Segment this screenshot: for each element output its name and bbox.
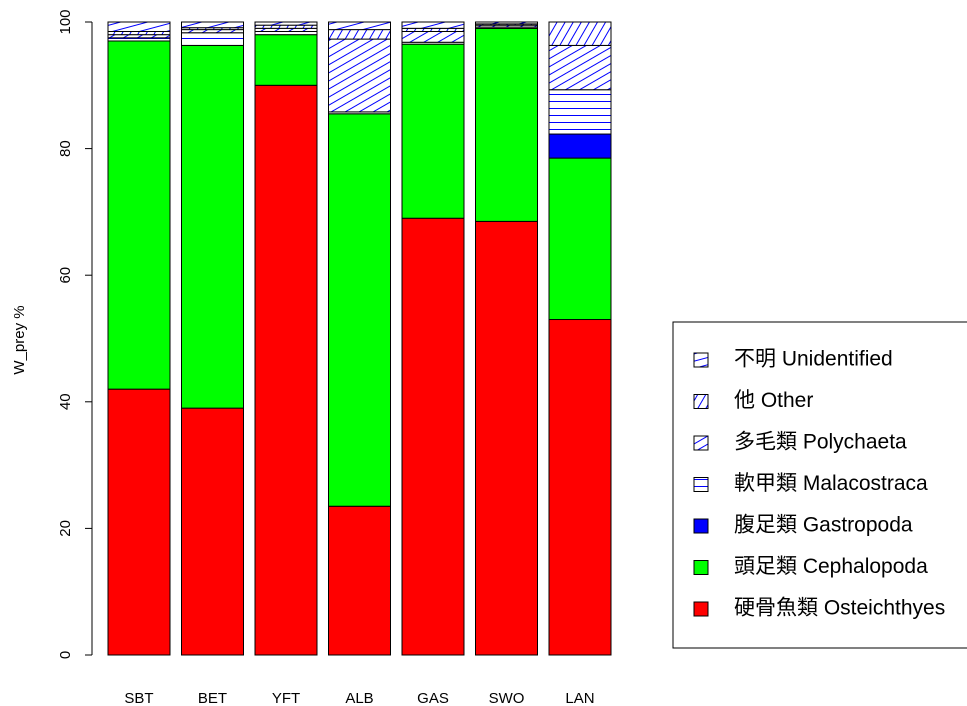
y-axis-label: W_prey % [11, 305, 28, 374]
x-tick-label: LAN [565, 690, 594, 706]
bar-segment [181, 21, 244, 29]
bar-segment [475, 27, 538, 222]
x-tick-label: YFT [272, 690, 300, 706]
legend-swatch [693, 518, 709, 534]
y-tick-label: 80 [57, 140, 74, 157]
x-tick-label: BET [198, 690, 227, 706]
legend-label: 腹足類 Gastropoda [734, 514, 913, 537]
y-tick-label: 100 [57, 9, 74, 34]
bar-segment [475, 220, 538, 656]
bar-segment [254, 21, 318, 26]
legend-label: 多毛類 Polychaeta [734, 431, 907, 454]
legend-swatch [693, 477, 709, 492]
bar-segment [254, 34, 318, 86]
bar-segment [548, 44, 612, 91]
bar-segment [107, 388, 171, 656]
legend-label: 他 Other [734, 389, 813, 412]
x-tick-label: SBT [124, 690, 153, 706]
legend-label: 軟甲類 Malacostraca [734, 472, 928, 495]
bar-segment [181, 32, 244, 46]
bar-segment [328, 38, 391, 113]
bar-segment [548, 157, 612, 321]
bar-segment [401, 30, 465, 43]
y-tick-label: 40 [57, 393, 74, 410]
legend-swatch [693, 394, 709, 409]
bar-segment [328, 21, 391, 31]
bar-segment [181, 407, 244, 656]
y-tick-label: 0 [57, 651, 74, 659]
bar-segment [181, 44, 244, 409]
legend-box [672, 321, 967, 649]
legend-swatch [693, 435, 709, 451]
bar-segment [548, 133, 612, 159]
legend-label: 不明 Unidentified [734, 348, 893, 371]
legend-label: 頭足類 Cephalopoda [734, 555, 928, 578]
bar-segment [254, 84, 318, 656]
bar-segment [401, 217, 465, 656]
bar-segment [328, 113, 391, 507]
y-tick-label: 60 [57, 267, 74, 284]
bar-segment [401, 21, 465, 29]
x-tick-label: GAS [417, 690, 449, 706]
x-tick-label: ALB [345, 690, 373, 706]
bar-segment [548, 89, 612, 135]
legend-swatch [693, 601, 709, 617]
bar-segment [401, 43, 465, 219]
bar-segment [548, 319, 612, 656]
bar-segment [548, 21, 612, 46]
legend-swatch [693, 352, 709, 368]
bar-segment [107, 40, 171, 390]
legend-label: 硬骨魚類 Osteichthyes [734, 597, 945, 620]
bar-segment [328, 505, 391, 656]
bar-segment [328, 29, 391, 40]
y-tick-label: 20 [57, 520, 74, 537]
x-tick-label: SWO [489, 690, 525, 706]
bar-segment [107, 21, 171, 32]
bar-segment [475, 21, 538, 25]
legend-swatch [693, 560, 709, 575]
